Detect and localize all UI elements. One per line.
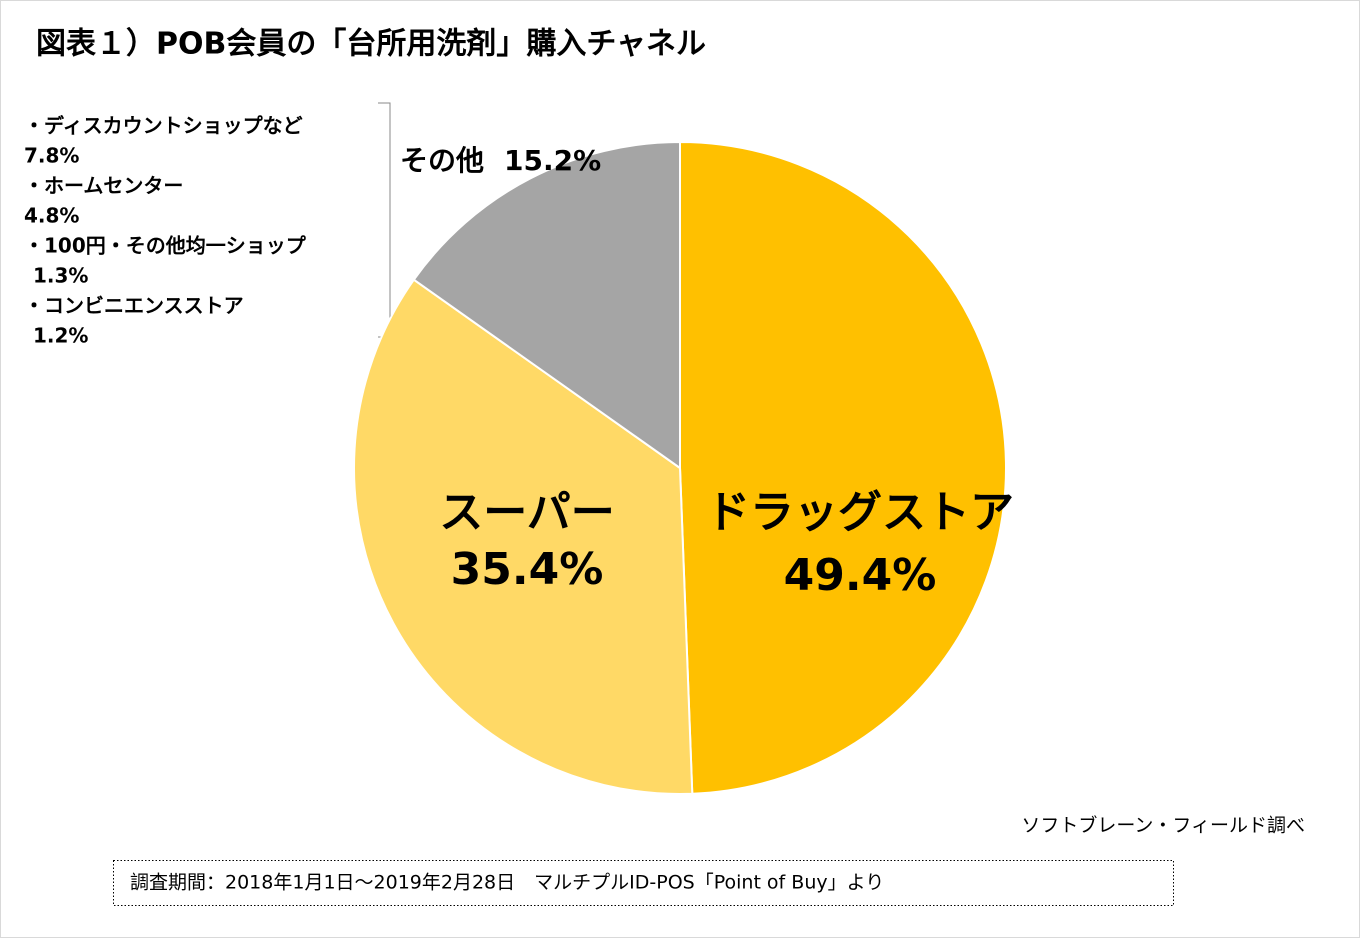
category-label: その他 — [400, 144, 484, 177]
value-label: 49.4% — [784, 550, 937, 601]
value-label: 35.4% — [451, 544, 604, 595]
breakdown-name: ・ホームセンター — [24, 174, 183, 198]
pie-slice — [353, 278, 694, 795]
breakdown-value: 1.3% — [33, 264, 88, 288]
value-label: 15.2% — [504, 144, 601, 177]
source: ソフトブレーン・フィールド調べ — [1021, 814, 1305, 837]
breakdown-value: 1.2% — [33, 324, 88, 348]
note-box — [113, 860, 1174, 906]
breakdown-name: ・ディスカウントショップなど — [24, 114, 303, 138]
chart-title: 図表１）POB会員の「台所用洗剤」購入チャネル — [36, 27, 706, 62]
breakdown-value: 4.8% — [24, 204, 79, 228]
category-label: ドラッグストア — [706, 487, 1014, 538]
category-label: スーパー — [439, 487, 615, 538]
note: 調査期間：2018年1月1日～2019年2月28日 マルチプルID-POS「Po… — [130, 872, 884, 894]
pie-slice — [412, 140, 681, 470]
pie-slice — [679, 140, 1007, 795]
breakdown-name: ・100円・その他均一ショップ — [24, 234, 307, 258]
breakdown-value: 7.8% — [24, 144, 79, 168]
breakdown-name: ・コンビニエンスストア — [24, 294, 244, 318]
